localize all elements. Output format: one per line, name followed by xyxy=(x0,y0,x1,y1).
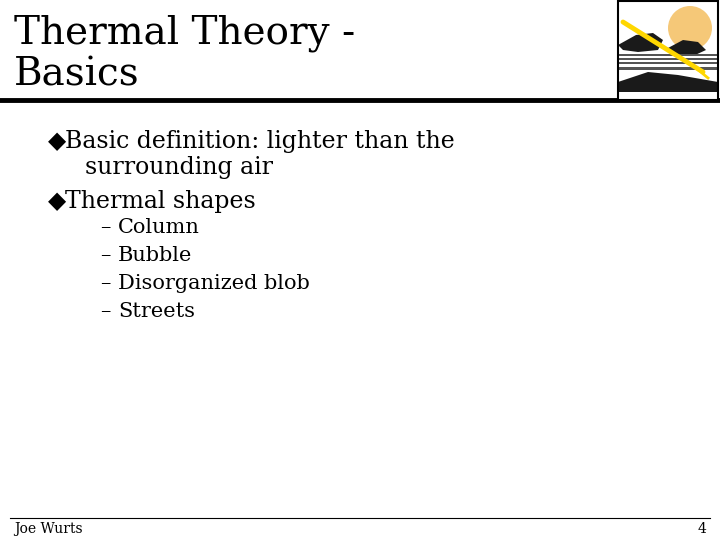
Text: Disorganized blob: Disorganized blob xyxy=(118,274,310,293)
Text: 4: 4 xyxy=(697,522,706,536)
Circle shape xyxy=(668,6,712,50)
Polygon shape xyxy=(618,33,663,52)
Text: Basics: Basics xyxy=(14,57,140,94)
Bar xyxy=(618,1,718,100)
Text: –: – xyxy=(100,246,110,265)
Text: –: – xyxy=(100,274,110,293)
Text: Thermal shapes: Thermal shapes xyxy=(65,190,256,213)
Text: ◆: ◆ xyxy=(48,130,66,153)
Text: ◆: ◆ xyxy=(48,190,66,213)
Bar xyxy=(618,1,718,100)
Text: Thermal Theory -: Thermal Theory - xyxy=(14,14,355,51)
Text: Basic definition: lighter than the: Basic definition: lighter than the xyxy=(65,130,455,153)
Text: Column: Column xyxy=(118,218,200,237)
Bar xyxy=(618,67,718,70)
Bar xyxy=(618,62,718,64)
Bar xyxy=(618,54,718,56)
Bar xyxy=(618,58,718,60)
Text: surrounding air: surrounding air xyxy=(85,156,273,179)
Text: –: – xyxy=(100,302,110,321)
Polygon shape xyxy=(618,72,718,92)
Text: –: – xyxy=(100,218,110,237)
Text: Bubble: Bubble xyxy=(118,246,192,265)
Text: Joe Wurts: Joe Wurts xyxy=(14,522,83,536)
Polygon shape xyxy=(668,40,706,56)
Text: Streets: Streets xyxy=(118,302,195,321)
